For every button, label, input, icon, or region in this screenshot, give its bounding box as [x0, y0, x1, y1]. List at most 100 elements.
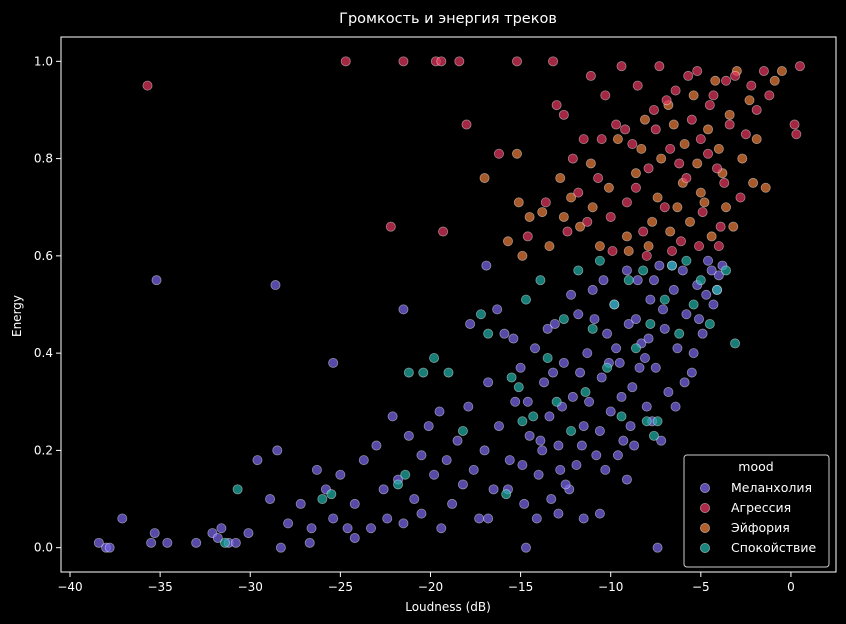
series-3: [220, 255, 741, 548]
data-point: [481, 260, 492, 271]
data-point: [674, 158, 685, 169]
data-point: [555, 173, 566, 184]
data-point: [104, 542, 115, 553]
data-point: [704, 100, 715, 111]
data-point: [429, 469, 440, 480]
data-point: [686, 367, 697, 378]
data-point: [721, 265, 732, 276]
data-point: [513, 382, 524, 393]
data-point: [544, 241, 555, 252]
data-point: [479, 173, 490, 184]
data-point: [403, 367, 414, 378]
data-point: [737, 153, 748, 164]
data-point: [623, 245, 634, 256]
data-point: [730, 338, 741, 349]
legend-label: Агрессия: [731, 500, 791, 515]
data-point: [295, 498, 306, 509]
data-point: [517, 459, 528, 470]
legend-marker: [700, 543, 711, 554]
x-tick-label: −15: [508, 580, 533, 594]
data-point: [630, 314, 641, 325]
data-point: [519, 498, 530, 509]
data-point: [508, 333, 519, 344]
data-point: [744, 95, 755, 106]
data-point: [695, 134, 706, 145]
data-point: [582, 216, 593, 227]
series-1: [142, 56, 805, 261]
data-point: [627, 138, 638, 149]
data-point: [548, 367, 559, 378]
data-point: [149, 528, 160, 539]
data-point: [641, 401, 652, 412]
data-point: [730, 70, 741, 81]
data-point: [142, 80, 153, 91]
data-point: [621, 231, 632, 242]
data-point: [670, 401, 681, 412]
data-point: [713, 143, 724, 154]
data-point: [571, 459, 582, 470]
data-point: [272, 445, 283, 456]
data-point: [522, 396, 533, 407]
data-point: [638, 226, 649, 237]
data-point: [724, 119, 735, 130]
data-point: [594, 508, 605, 519]
data-point: [546, 494, 557, 505]
data-point: [576, 440, 587, 451]
data-point: [668, 284, 679, 295]
data-point: [652, 192, 663, 203]
data-point: [648, 275, 659, 286]
data-point: [735, 192, 746, 203]
data-point: [409, 494, 420, 505]
data-point: [654, 61, 665, 72]
data-point: [483, 377, 494, 388]
x-tick-label: −40: [57, 580, 82, 594]
data-point: [151, 275, 162, 286]
data-point: [607, 245, 618, 256]
data-point: [639, 352, 650, 363]
data-point: [416, 508, 427, 519]
data-point: [589, 314, 600, 325]
data-point: [220, 537, 231, 548]
data-point: [616, 411, 627, 422]
data-point: [423, 421, 434, 432]
data-point: [558, 109, 569, 120]
data-point: [623, 275, 634, 286]
x-tick-label: −35: [147, 580, 172, 594]
legend-marker: [700, 523, 711, 534]
data-point: [349, 498, 360, 509]
data-point: [340, 56, 351, 67]
data-point: [676, 236, 687, 247]
data-point: [549, 318, 560, 329]
data-point: [511, 56, 522, 67]
data-point: [567, 153, 578, 164]
data-point: [594, 255, 605, 266]
data-point: [648, 430, 659, 441]
data-point: [438, 226, 449, 237]
data-point: [551, 396, 562, 407]
data-point: [542, 323, 553, 334]
data-point: [216, 523, 227, 534]
data-point: [645, 318, 656, 329]
data-point: [335, 469, 346, 480]
legend-label: Меланхолия: [731, 480, 812, 495]
data-point: [580, 387, 591, 398]
data-point: [558, 357, 569, 368]
data-point: [627, 382, 638, 393]
data-point: [632, 80, 643, 91]
legend-marker: [700, 482, 711, 493]
data-point: [703, 148, 714, 159]
data-point: [697, 207, 708, 218]
data-point: [650, 362, 661, 373]
data-point: [769, 75, 780, 86]
data-point: [326, 489, 337, 500]
data-point: [679, 377, 690, 388]
data-point: [666, 245, 677, 256]
data-point: [535, 435, 546, 446]
data-point: [328, 513, 339, 524]
data-point: [672, 202, 683, 213]
data-point: [342, 523, 353, 534]
data-point: [686, 114, 697, 125]
data-point: [703, 124, 714, 135]
data-point: [493, 148, 504, 159]
data-point: [230, 537, 241, 548]
